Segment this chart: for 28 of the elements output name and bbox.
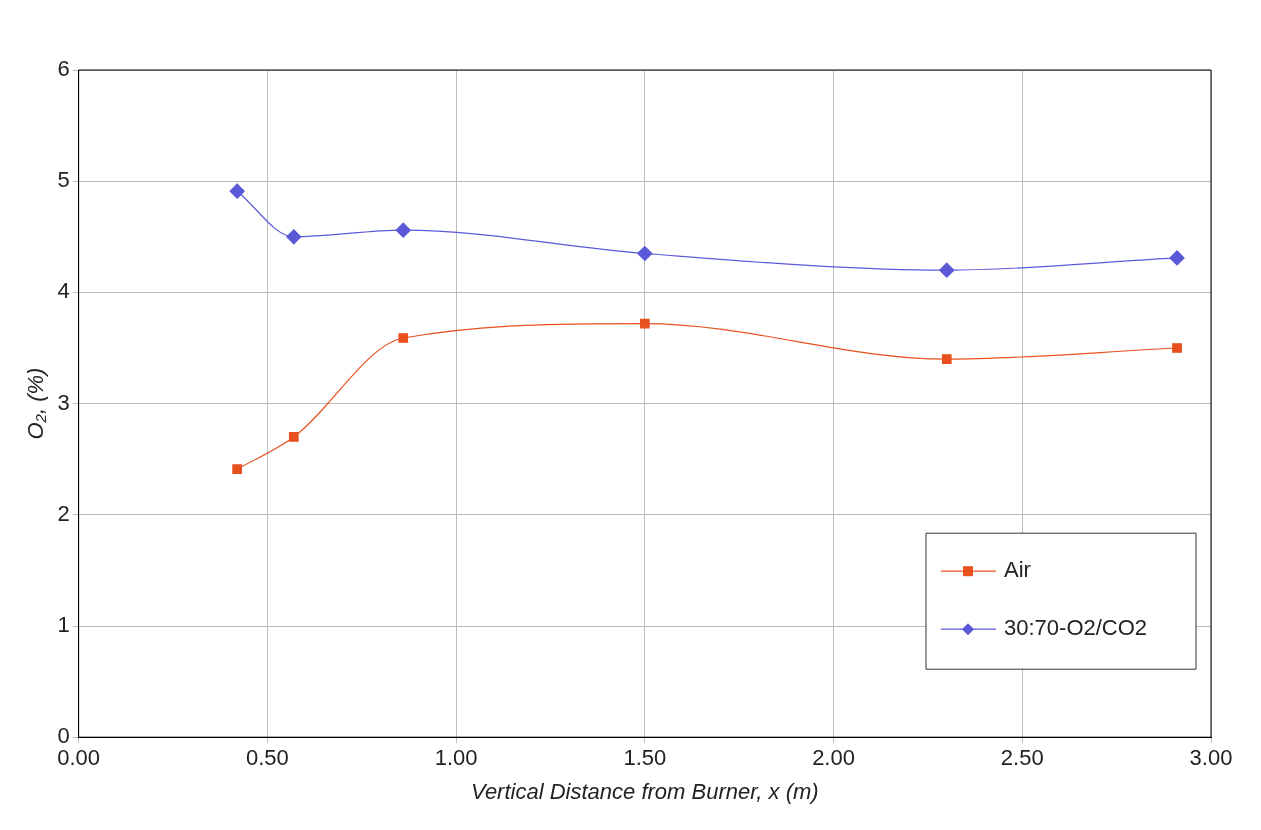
legend-label: Air — [1004, 557, 1031, 583]
y-tick-label: 4 — [57, 278, 70, 304]
point — [398, 333, 409, 343]
point — [286, 229, 302, 245]
x-tick-label: 2.50 — [1000, 745, 1044, 771]
legend-label: 30:70-O2/CO2 — [1004, 615, 1148, 641]
x-axis-title: Vertical Distance from Burner, x (m) — [471, 778, 819, 804]
x-tick-label: 1.00 — [434, 745, 478, 771]
point — [941, 354, 952, 364]
y-tick-label: 6 — [57, 56, 70, 82]
x-tick-label: 2.00 — [812, 745, 855, 771]
x-tick-label: 3.00 — [1189, 745, 1233, 771]
point — [639, 318, 650, 329]
point — [395, 222, 411, 238]
x-tick-label: 1.50 — [623, 745, 667, 771]
x-tick-label: 0.50 — [245, 745, 289, 771]
y-tick-label: 3 — [57, 389, 70, 415]
y-tick-label: 2 — [57, 500, 70, 526]
point — [637, 245, 653, 262]
y-axis-title: O₂, (%) — [23, 367, 49, 440]
point — [229, 183, 245, 199]
point — [939, 262, 955, 278]
point — [288, 432, 299, 442]
point — [1169, 250, 1185, 266]
y-tick-label: 5 — [57, 167, 70, 193]
y-tick-label: 1 — [57, 612, 70, 638]
point — [1172, 343, 1182, 353]
point — [232, 464, 243, 475]
